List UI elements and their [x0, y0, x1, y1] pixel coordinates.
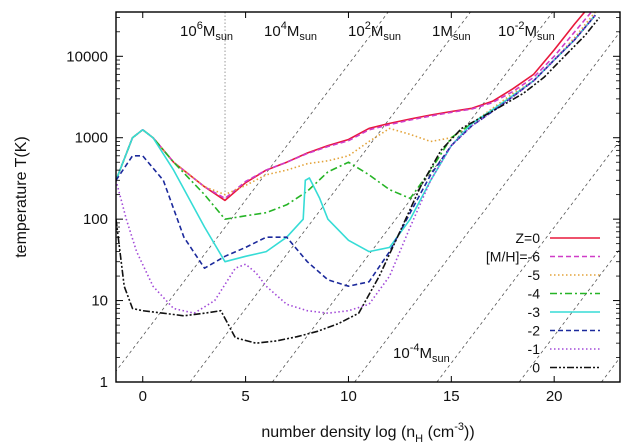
- y-tick-label: 10: [91, 293, 108, 310]
- mass-guide-line: [354, 31, 620, 382]
- mass-guide-line: [272, 12, 554, 382]
- y-tick-label: 1000: [75, 130, 108, 147]
- legend-label: -5: [528, 267, 541, 283]
- mass-label: 1Msun: [432, 23, 471, 43]
- series-line: [116, 12, 586, 202]
- y-tick-label: 100: [83, 211, 108, 228]
- plot-frame: [115, 11, 621, 383]
- series-lines: [116, 12, 601, 345]
- series-line: [116, 14, 596, 263]
- legend-label: -1: [528, 341, 541, 357]
- mass-guide-line: [116, 12, 389, 372]
- legend-label: -4: [528, 286, 541, 302]
- x-axis-title: number density log (nH (cm-3)): [261, 421, 474, 445]
- legend-label: 0: [532, 360, 540, 376]
- mass-guide-line: [601, 356, 620, 382]
- mass-label: 106Msun: [180, 20, 233, 43]
- mass-label: 10-2Msun: [498, 20, 555, 43]
- x-tick-label: 5: [241, 388, 249, 405]
- mass-label: 104Msun: [264, 20, 317, 43]
- mass-labels: 106Msun 104Msun 102Msun 1Msun 10-2Msun 10-4Ms…: [180, 20, 555, 365]
- legend-label: [M/H]=-6: [486, 249, 540, 265]
- mass-guide-line: [189, 12, 471, 382]
- series-line: [116, 17, 601, 345]
- series-line: [116, 12, 596, 196]
- legend: Z=0 [M/H]=-6 -5 -4 -3 -2 -1 0: [486, 230, 600, 376]
- series-line: [116, 14, 596, 288]
- legend-label: -3: [528, 304, 541, 320]
- series-line: [116, 14, 596, 315]
- y-tick-label: 1: [100, 374, 108, 391]
- x-tick-label: 15: [443, 388, 460, 405]
- jeans-mass-guide-lines: [116, 12, 620, 382]
- y-axis-ticks: 1 10 100 1000 10000: [66, 17, 620, 391]
- x-tick-label: 10: [340, 388, 357, 405]
- series-line: [116, 14, 596, 220]
- x-axis-ticks: 0 5 10 15 20: [139, 12, 563, 405]
- x-tick-label: 0: [139, 388, 147, 405]
- legend-label: Z=0: [515, 230, 540, 246]
- y-axis-title: temperature T(K): [13, 136, 30, 258]
- series-line: [116, 12, 593, 200]
- legend-label: -2: [528, 323, 541, 339]
- mass-label: 10-4Msun: [393, 342, 450, 365]
- y-tick-label: 10000: [66, 48, 108, 65]
- mass-label: 102Msun: [348, 20, 401, 43]
- x-tick-label: 20: [546, 388, 563, 405]
